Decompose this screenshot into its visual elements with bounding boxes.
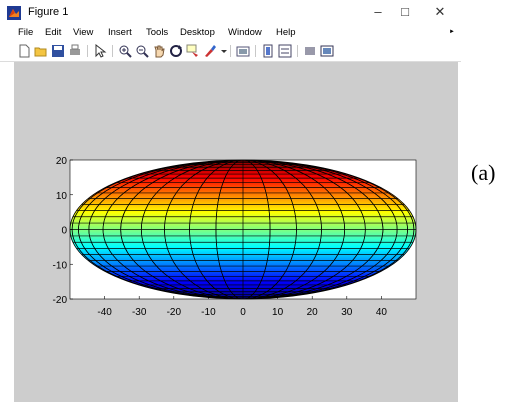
- x-tick-label: 10: [272, 307, 284, 318]
- brush-dropdown-icon[interactable]: [217, 44, 231, 58]
- menu-window[interactable]: Window: [228, 27, 262, 38]
- menu-tools[interactable]: Tools: [146, 27, 169, 38]
- x-tick-label: -40: [97, 307, 112, 318]
- figure-toolbar: [0, 41, 461, 62]
- edit-plot-arrow-icon[interactable]: [93, 44, 107, 58]
- mesh-meridian-line: [102, 160, 384, 299]
- mesh-meridian-line: [140, 160, 346, 299]
- hide-plot-tools-icon[interactable]: [303, 44, 317, 58]
- mesh-meridian-line: [120, 160, 366, 299]
- y-tick-label: 10: [56, 191, 68, 202]
- y-tick-label: -20: [53, 295, 68, 306]
- menu-overflow-icon[interactable]: ►: [449, 29, 455, 35]
- figure-window: Figure 1 – □ ✕ File Edit View Insert Too…: [0, 0, 461, 402]
- link-plot-icon[interactable]: [236, 44, 250, 58]
- window-title: Figure 1: [28, 6, 69, 18]
- save-icon[interactable]: [51, 44, 65, 58]
- mesh-meridian-line: [215, 160, 271, 299]
- figure-panel-label: (a): [471, 160, 496, 185]
- matlab-figure-icon: [7, 6, 21, 20]
- close-button[interactable]: ✕: [434, 4, 446, 19]
- toolbar-separator: [297, 45, 298, 57]
- x-axis-ticks: -40 -30 -20 -10 0 10 20 30 40: [97, 296, 387, 318]
- toolbar-separator: [112, 45, 113, 57]
- menu-help[interactable]: Help: [276, 27, 296, 38]
- mesh-meridian-line: [88, 160, 398, 299]
- pan-hand-icon[interactable]: [152, 44, 166, 58]
- x-tick-label: -10: [201, 307, 216, 318]
- x-tick-label: 30: [341, 307, 353, 318]
- print-icon[interactable]: [68, 44, 82, 58]
- mesh-meridian-line: [189, 160, 297, 299]
- x-tick-label: 40: [376, 307, 388, 318]
- colorbar-icon[interactable]: [261, 44, 275, 58]
- menu-desktop[interactable]: Desktop: [180, 27, 215, 38]
- open-file-icon[interactable]: [34, 44, 48, 58]
- zoom-in-icon[interactable]: [118, 44, 132, 58]
- x-tick-label: -30: [132, 307, 147, 318]
- toolbar-separator: [87, 45, 88, 57]
- minimize-button[interactable]: –: [374, 4, 382, 19]
- show-plot-tools-icon[interactable]: [320, 44, 334, 58]
- x-tick-label: -20: [167, 307, 182, 318]
- mesh-meridian-line: [164, 160, 322, 299]
- menu-view[interactable]: View: [73, 27, 94, 38]
- rotate-3d-icon[interactable]: [169, 44, 183, 58]
- legend-icon[interactable]: [278, 44, 292, 58]
- toolbar-separator: [230, 45, 231, 57]
- new-figure-icon[interactable]: [17, 44, 31, 58]
- maximize-button[interactable]: □: [401, 4, 409, 19]
- data-cursor-icon[interactable]: [186, 44, 200, 58]
- ellipsoid-surface-plot[interactable]: -40 -30 -20 -10 0 10 20 30 40 20 10 0 -10 -20: [0, 0, 461, 402]
- y-tick-label: -10: [53, 260, 68, 271]
- y-axis-ticks: 20 10 0 -10 -20: [53, 156, 73, 306]
- zoom-out-icon[interactable]: [135, 44, 149, 58]
- y-tick-label: 0: [61, 226, 67, 237]
- menu-insert[interactable]: Insert: [108, 27, 132, 38]
- title-bar: Figure 1 – □ ✕: [0, 0, 461, 26]
- brush-icon[interactable]: [203, 44, 217, 58]
- toolbar-separator: [255, 45, 256, 57]
- menu-edit[interactable]: Edit: [45, 27, 62, 38]
- x-tick-label: 20: [307, 307, 319, 318]
- mesh-meridian-line: [78, 160, 408, 299]
- menu-file[interactable]: File: [18, 27, 34, 38]
- x-tick-label: 0: [240, 307, 246, 318]
- menu-bar: File Edit View Insert Tools Desktop Wind…: [0, 27, 461, 41]
- y-tick-label: 20: [56, 156, 68, 167]
